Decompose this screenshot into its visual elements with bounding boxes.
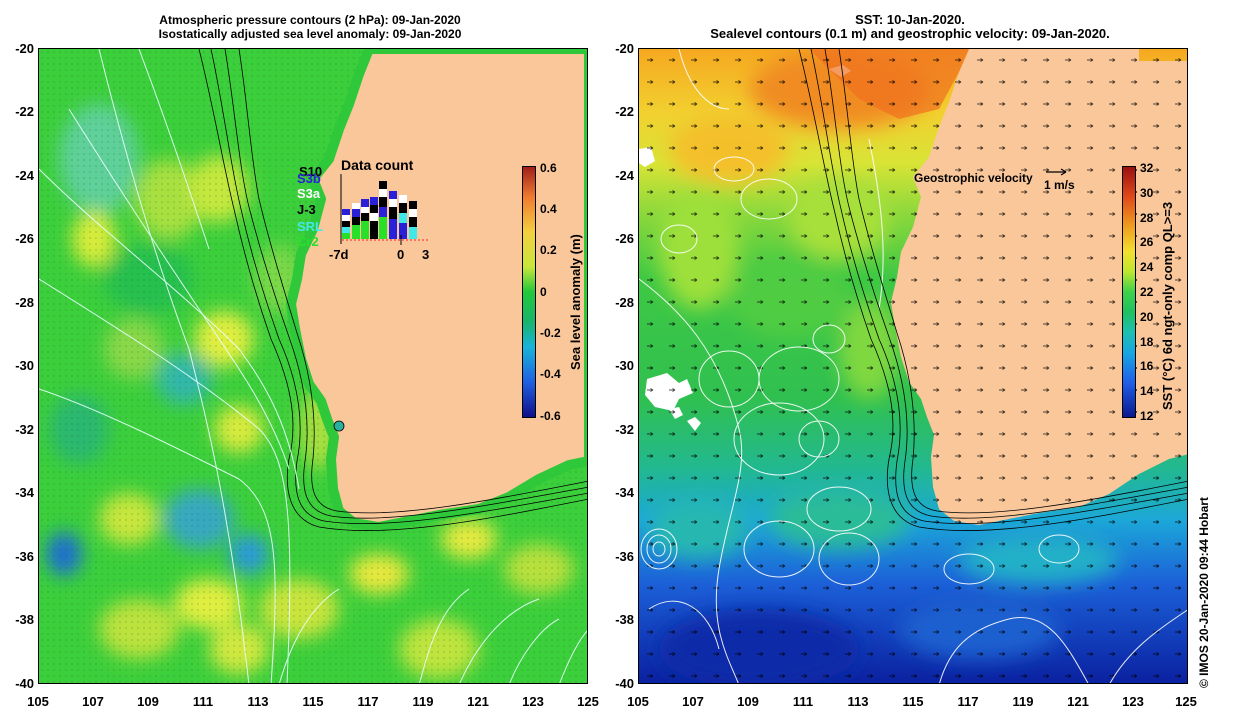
left-ytick: -26 (15, 231, 34, 246)
sea-level-anomaly-map: Data count S10 S3b S3a J-3 SRL Cr2 -7d 0… (38, 48, 588, 684)
left-xtick: 121 (467, 694, 489, 709)
right-xtick: 113 (847, 694, 869, 709)
left-xtick: 109 (137, 694, 159, 709)
sst-map-graphic (639, 49, 1187, 683)
left-title-line1: Atmospheric pressure contours (2 hPa): 0… (159, 13, 461, 27)
bathymetry-contours (798, 49, 1187, 531)
sst-tick-3: 26 (1140, 235, 1154, 249)
left-xtick: 117 (357, 694, 379, 709)
sst-tick-7: 18 (1140, 335, 1154, 349)
right-xtick: 111 (792, 694, 814, 709)
left-xtick: 125 (577, 694, 599, 709)
sst-tick-6: 20 (1140, 310, 1154, 324)
geostrophic-velocity-label: Geostrophic velocity (914, 171, 1033, 185)
left-ytick: -30 (15, 358, 34, 373)
left-ytick: -24 (15, 168, 34, 183)
data-count-axis-start: -7d (329, 247, 349, 262)
right-xtick: 107 (682, 694, 704, 709)
left-xtick: 107 (82, 694, 104, 709)
satellite-legend-srl: SRL (297, 219, 323, 234)
sla-tick-0: 0.6 (540, 161, 557, 175)
left-xtick: 113 (247, 694, 269, 709)
left-ytick: -38 (15, 612, 34, 627)
satellite-legend-j3: J-3 (297, 202, 316, 217)
sla-colorbar (522, 166, 536, 418)
satellite-legend-s3a: S3a (297, 186, 321, 201)
australia-landmass (286, 49, 587, 532)
data-count-overlap-label: S10 (299, 164, 323, 179)
sst-tick-9: 14 (1140, 384, 1154, 398)
sst-tick-10: 12 (1140, 409, 1154, 423)
tide-gauge-marker (333, 420, 345, 432)
left-xtick: 119 (412, 694, 434, 709)
right-panel-title: SST: 10-Jan-2020. Sealevel contours (0.1… (680, 13, 1140, 41)
pressure-contours (39, 49, 587, 683)
left-xtick: 123 (522, 694, 544, 709)
sla-tick-3: 0 (540, 285, 547, 299)
sla-tick-6: -0.6 (540, 409, 561, 423)
right-xtick: 117 (957, 694, 979, 709)
right-ytick: -40 (615, 676, 634, 691)
right-xtick: 121 (1067, 694, 1089, 709)
sla-colorbar-title: Sea level anomaly (m) (568, 234, 583, 370)
data-count-axis-end: 3 (422, 247, 430, 262)
right-xtick: 115 (902, 694, 924, 709)
velocity-scale-arrow (1046, 168, 1067, 176)
sla-map-graphic (39, 49, 587, 683)
left-title-line2: Isostatically adjusted sea level anomaly… (158, 27, 462, 41)
right-ytick: -38 (615, 612, 634, 627)
right-ytick: -30 (615, 358, 634, 373)
left-ytick: -20 (15, 41, 34, 56)
sst-colorbar (1122, 166, 1136, 418)
right-ytick: -28 (615, 295, 634, 310)
sst-colorbar-title: SST (°C) 6d ngt-only comp QL>=3 (1160, 201, 1175, 410)
sst-map: Geostrophic velocity 1 m/s (638, 48, 1188, 684)
bathymetry-contours (198, 49, 587, 531)
right-ytick: -36 (615, 549, 634, 564)
right-xtick: 119 (1012, 694, 1034, 709)
right-ytick: -26 (615, 231, 634, 246)
left-ytick: -22 (15, 104, 34, 119)
right-title-line2: Sealevel contours (0.1 m) and geostrophi… (710, 26, 1110, 41)
left-xtick: 115 (302, 694, 324, 709)
right-xtick: 109 (737, 694, 759, 709)
right-ytick: -34 (615, 485, 634, 500)
satellite-legend-cr2: Cr2 (297, 234, 319, 249)
data-count-chart (340, 174, 430, 245)
data-count-bars (342, 181, 417, 239)
right-ytick: -32 (615, 422, 634, 437)
sst-tick-4: 24 (1140, 260, 1154, 274)
data-count-axis-zero: 0 (397, 247, 405, 262)
right-xtick: 123 (1122, 694, 1144, 709)
sst-tick-2: 28 (1140, 211, 1154, 225)
sst-tick-1: 30 (1140, 186, 1154, 200)
sla-tick-1: 0.4 (540, 202, 557, 216)
left-ytick: -32 (15, 422, 34, 437)
velocity-scale-label: 1 m/s (1044, 178, 1075, 192)
left-ytick: -40 (15, 676, 34, 691)
left-ytick: -34 (15, 485, 34, 500)
data-count-title: Data count (341, 157, 414, 173)
sst-tick-8: 16 (1140, 359, 1154, 373)
satellite-legend-s3b: S3b (297, 171, 321, 186)
right-xtick: 105 (627, 694, 649, 709)
left-xtick: 105 (27, 694, 49, 709)
left-ytick: -28 (15, 295, 34, 310)
sla-tick-4: -0.2 (540, 326, 561, 340)
right-title-line1: SST: 10-Jan-2020. (855, 12, 965, 27)
right-ytick: -24 (615, 168, 634, 183)
sla-tick-2: 0.2 (540, 243, 557, 257)
geostrophic-velocity-arrows (639, 49, 1187, 683)
left-xtick: 111 (192, 694, 214, 709)
left-panel-title: Atmospheric pressure contours (2 hPa): 0… (155, 13, 465, 41)
sst-tick-0: 32 (1140, 161, 1154, 175)
right-ytick: -20 (615, 41, 634, 56)
right-ytick: -22 (615, 104, 634, 119)
sla-tick-5: -0.4 (540, 367, 561, 381)
right-xtick: 125 (1175, 694, 1197, 709)
imos-credit: © IMOS 20-Jan-2020 09:44 Hobart (1197, 497, 1211, 688)
sealevel-contours (639, 49, 1187, 683)
left-ytick: -36 (15, 549, 34, 564)
sst-tick-5: 22 (1140, 285, 1154, 299)
